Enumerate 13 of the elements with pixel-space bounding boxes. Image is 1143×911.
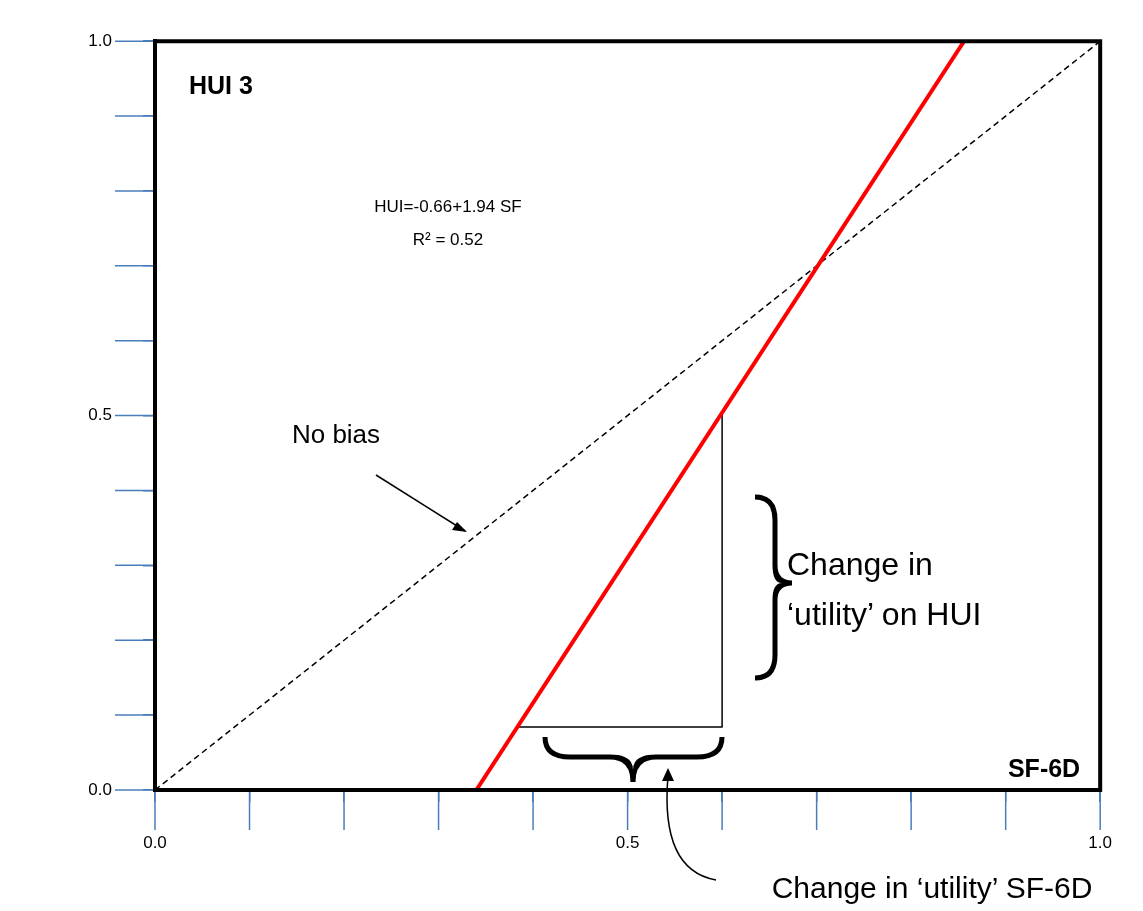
annotation: R² = 0.52 [412, 230, 484, 249]
x-tick-label: 1.0 [1088, 832, 1112, 852]
y-axis-title: HUI 3 [189, 71, 253, 100]
y-tick-label: 0.5 [88, 405, 112, 425]
x-tick-label: 0.5 [615, 832, 640, 852]
x-axis-title: SF-6D [1007, 754, 1081, 782]
x-tick-label: 0.0 [143, 832, 167, 852]
y-tick-label: 0.0 [88, 779, 112, 799]
annotation: No bias [291, 419, 381, 449]
annotation: HUI=-0.66+1.94 SF [374, 197, 522, 216]
y-tick-label: 1.0 [88, 30, 112, 50]
annotation: Change in ‘utility’ on HUI [787, 546, 982, 632]
text: Change in ‘utility’ SF-6D [771, 871, 1093, 904]
